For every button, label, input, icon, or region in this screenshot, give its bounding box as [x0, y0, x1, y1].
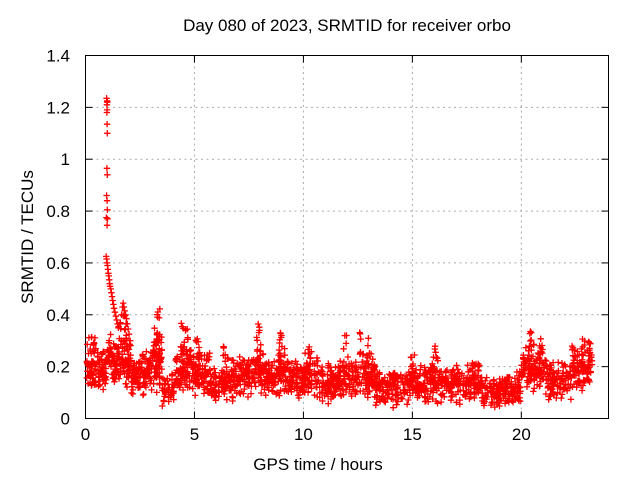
x-axis-label: GPS time / hours	[253, 455, 382, 474]
x-tick-label: 15	[403, 425, 422, 444]
y-tick-label: 1.2	[46, 98, 70, 117]
y-tick-label: 0.4	[46, 306, 70, 325]
y-tick-label: 1.4	[46, 47, 70, 66]
x-tick-label: 10	[294, 425, 313, 444]
axis-ticks	[85, 55, 609, 419]
scatter-markers	[83, 95, 596, 411]
y-tick-label: 0.2	[46, 358, 70, 377]
y-tick-label: 0.8	[46, 202, 70, 221]
y-axis-label: SRMTID / TECUs	[18, 170, 37, 304]
plot-border	[85, 55, 609, 419]
x-tick-label: 5	[190, 425, 199, 444]
y-tick-label: 1	[61, 150, 70, 169]
tick-labels: 0 5 10 15 20 0 0.2 0.4 0.6 0.8 1 1.2 1.4	[46, 47, 530, 445]
y-tick-label: 0	[61, 410, 70, 429]
data-points	[83, 95, 596, 411]
x-tick-label: 0	[81, 425, 90, 444]
chart-title: Day 080 of 2023, SRMTID for receiver orb…	[183, 16, 511, 35]
x-tick-label: 20	[512, 425, 531, 444]
y-tick-label: 0.6	[46, 254, 70, 273]
